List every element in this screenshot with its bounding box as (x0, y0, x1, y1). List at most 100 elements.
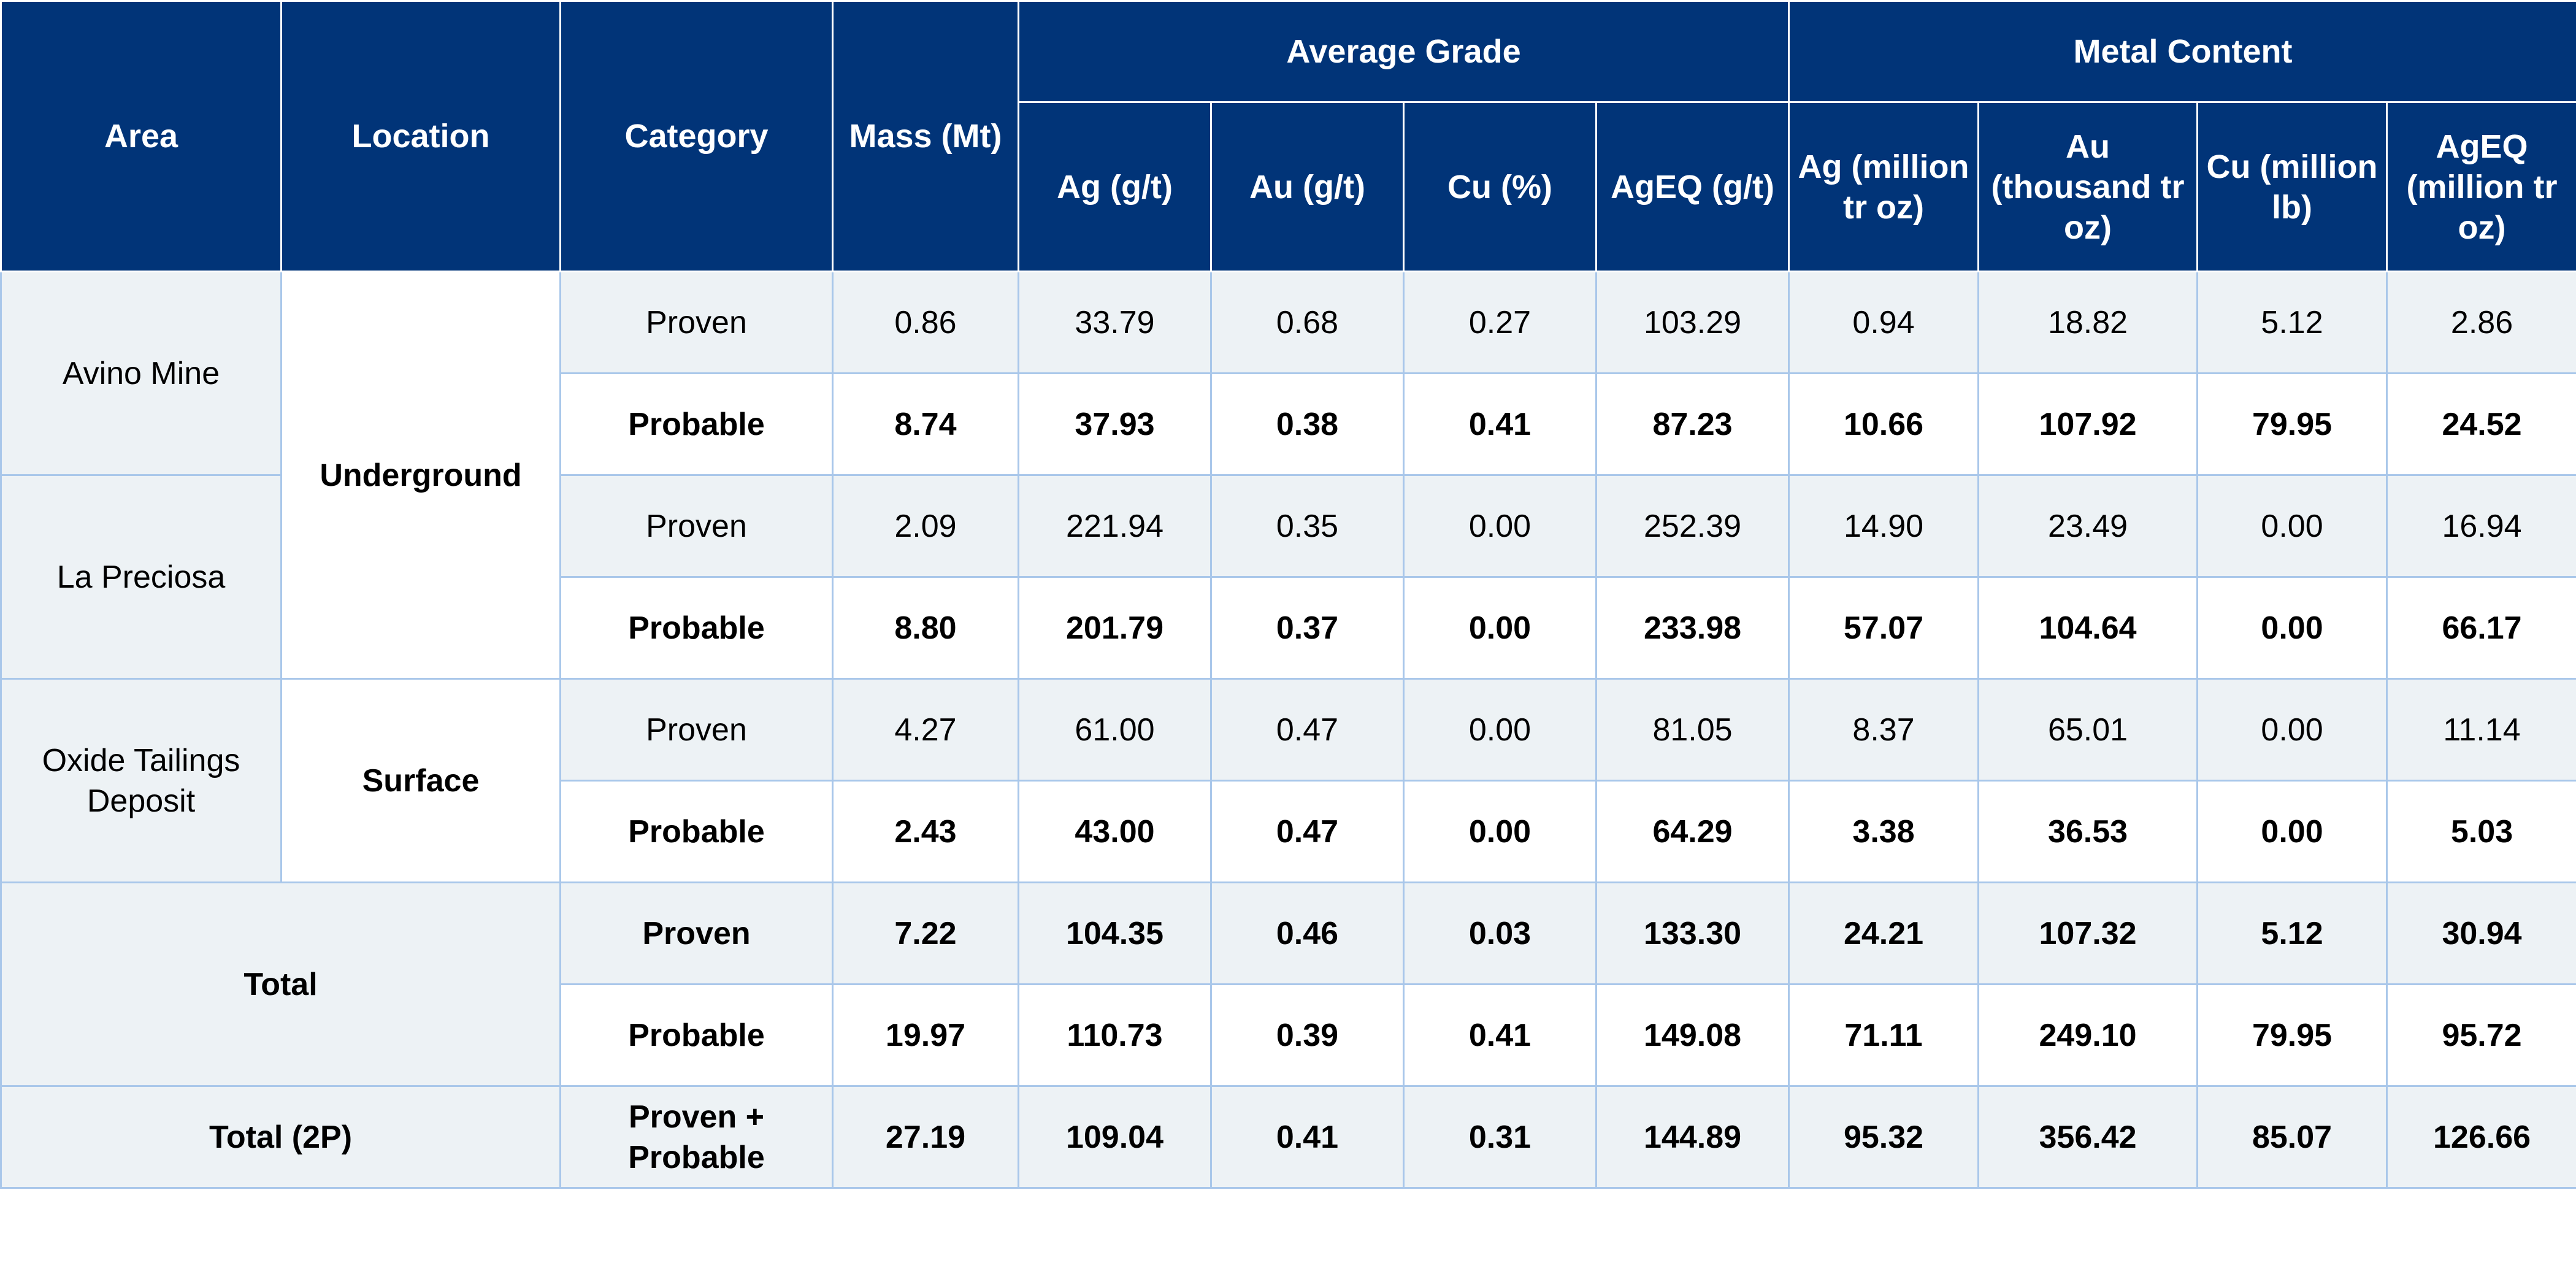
value-cell: 0.00 (1403, 474, 1597, 578)
category-cell: Proven (559, 881, 834, 985)
value-cell: 107.32 (1977, 881, 2199, 985)
value-cell: 8.74 (832, 372, 1019, 476)
value-cell: 43.00 (1018, 780, 1212, 883)
value-cell: 33.79 (1018, 271, 1212, 374)
location-cell: Underground (280, 271, 561, 680)
value-cell: 233.98 (1595, 576, 1790, 680)
value-cell: 4.27 (832, 678, 1019, 782)
category-cell: Probable (559, 372, 834, 476)
value-cell: 104.64 (1977, 576, 2199, 680)
area-cell: Oxide Tailings Deposit (0, 678, 282, 883)
value-cell: 356.42 (1977, 1085, 2199, 1189)
value-cell: 0.46 (1210, 881, 1405, 985)
value-cell: 103.29 (1595, 271, 1790, 374)
value-cell: 37.93 (1018, 372, 1212, 476)
value-cell: 109.04 (1018, 1085, 1212, 1189)
value-cell: 0.94 (1788, 271, 1980, 374)
value-cell: 0.03 (1403, 881, 1597, 985)
header-group: Average Grade (1017, 0, 1790, 103)
value-cell: 221.94 (1018, 474, 1212, 578)
value-cell: 16.94 (2386, 474, 2576, 578)
header-cell: Au (g/t) (1210, 101, 1405, 272)
value-cell: 252.39 (1595, 474, 1790, 578)
value-cell: 5.12 (2196, 881, 2388, 985)
value-cell: 2.09 (832, 474, 1019, 578)
value-cell: 0.35 (1210, 474, 1405, 578)
value-cell: 133.30 (1595, 881, 1790, 985)
value-cell: 0.86 (832, 271, 1019, 374)
value-cell: 79.95 (2196, 372, 2388, 476)
value-cell: 0.00 (1403, 678, 1597, 782)
header-cell: Cu (million lb) (2196, 101, 2388, 272)
value-cell: 0.37 (1210, 576, 1405, 680)
value-cell: 79.95 (2196, 983, 2388, 1087)
value-cell: 61.00 (1018, 678, 1212, 782)
value-cell: 2.43 (832, 780, 1019, 883)
value-cell: 5.12 (2196, 271, 2388, 374)
area-cell: Total (0, 881, 561, 1087)
value-cell: 0.68 (1210, 271, 1405, 374)
value-cell: 19.97 (832, 983, 1019, 1087)
reserves-table: Area Location Category Mass (Mt) Average… (0, 0, 2576, 1189)
value-cell: 0.00 (2196, 780, 2388, 883)
value-cell: 0.41 (1403, 983, 1597, 1087)
value-cell: 2.86 (2386, 271, 2576, 374)
value-cell: 126.66 (2386, 1085, 2576, 1189)
header-cell: Ag (million tr oz) (1788, 101, 1980, 272)
value-cell: 0.27 (1403, 271, 1597, 374)
header-group: Metal Content (1788, 0, 2576, 103)
value-cell: 3.38 (1788, 780, 1980, 883)
value-cell: 36.53 (1977, 780, 2199, 883)
value-cell: 81.05 (1595, 678, 1790, 782)
header-cell: Category (559, 0, 834, 272)
value-cell: 10.66 (1788, 372, 1980, 476)
value-cell: 30.94 (2386, 881, 2576, 985)
value-cell: 104.35 (1018, 881, 1212, 985)
area-cell: Avino Mine (0, 271, 282, 476)
value-cell: 23.49 (1977, 474, 2199, 578)
header-cell: Ag (g/t) (1018, 101, 1212, 272)
value-cell: 201.79 (1018, 576, 1212, 680)
value-cell: 8.80 (832, 576, 1019, 680)
header-cell: Cu (%) (1403, 101, 1597, 272)
category-cell: Proven (559, 678, 834, 782)
value-cell: 85.07 (2196, 1085, 2388, 1189)
value-cell: 0.00 (2196, 474, 2388, 578)
value-cell: 18.82 (1977, 271, 2199, 374)
value-cell: 107.92 (1977, 372, 2199, 476)
value-cell: 71.11 (1788, 983, 1980, 1087)
value-cell: 27.19 (832, 1085, 1019, 1189)
value-cell: 24.52 (2386, 372, 2576, 476)
value-cell: 249.10 (1977, 983, 2199, 1087)
value-cell: 8.37 (1788, 678, 1980, 782)
area-cell: La Preciosa (0, 474, 282, 680)
area-cell: Total (2P) (0, 1085, 561, 1189)
value-cell: 65.01 (1977, 678, 2199, 782)
value-cell: 0.00 (2196, 678, 2388, 782)
value-cell: 7.22 (832, 881, 1019, 985)
value-cell: 5.03 (2386, 780, 2576, 883)
header-cell: Au (thousand tr oz) (1977, 101, 2199, 272)
header-cell: Location (280, 0, 561, 272)
category-cell: Probable (559, 780, 834, 883)
value-cell: 66.17 (2386, 576, 2576, 680)
value-cell: 0.39 (1210, 983, 1405, 1087)
value-cell: 95.72 (2386, 983, 2576, 1087)
value-cell: 110.73 (1018, 983, 1212, 1087)
value-cell: 144.89 (1595, 1085, 1790, 1189)
category-cell: Proven (559, 271, 834, 374)
value-cell: 0.00 (1403, 576, 1597, 680)
category-cell: Proven + Probable (559, 1085, 834, 1189)
value-cell: 0.41 (1210, 1085, 1405, 1189)
value-cell: 0.00 (1403, 780, 1597, 883)
value-cell: 64.29 (1595, 780, 1790, 883)
value-cell: 0.47 (1210, 678, 1405, 782)
header-cell: Mass (Mt) (832, 0, 1019, 272)
value-cell: 149.08 (1595, 983, 1790, 1087)
value-cell: 24.21 (1788, 881, 1980, 985)
header-cell: AgEQ (g/t) (1595, 101, 1790, 272)
value-cell: 0.00 (2196, 576, 2388, 680)
header-cell: Area (0, 0, 282, 272)
category-cell: Probable (559, 576, 834, 680)
